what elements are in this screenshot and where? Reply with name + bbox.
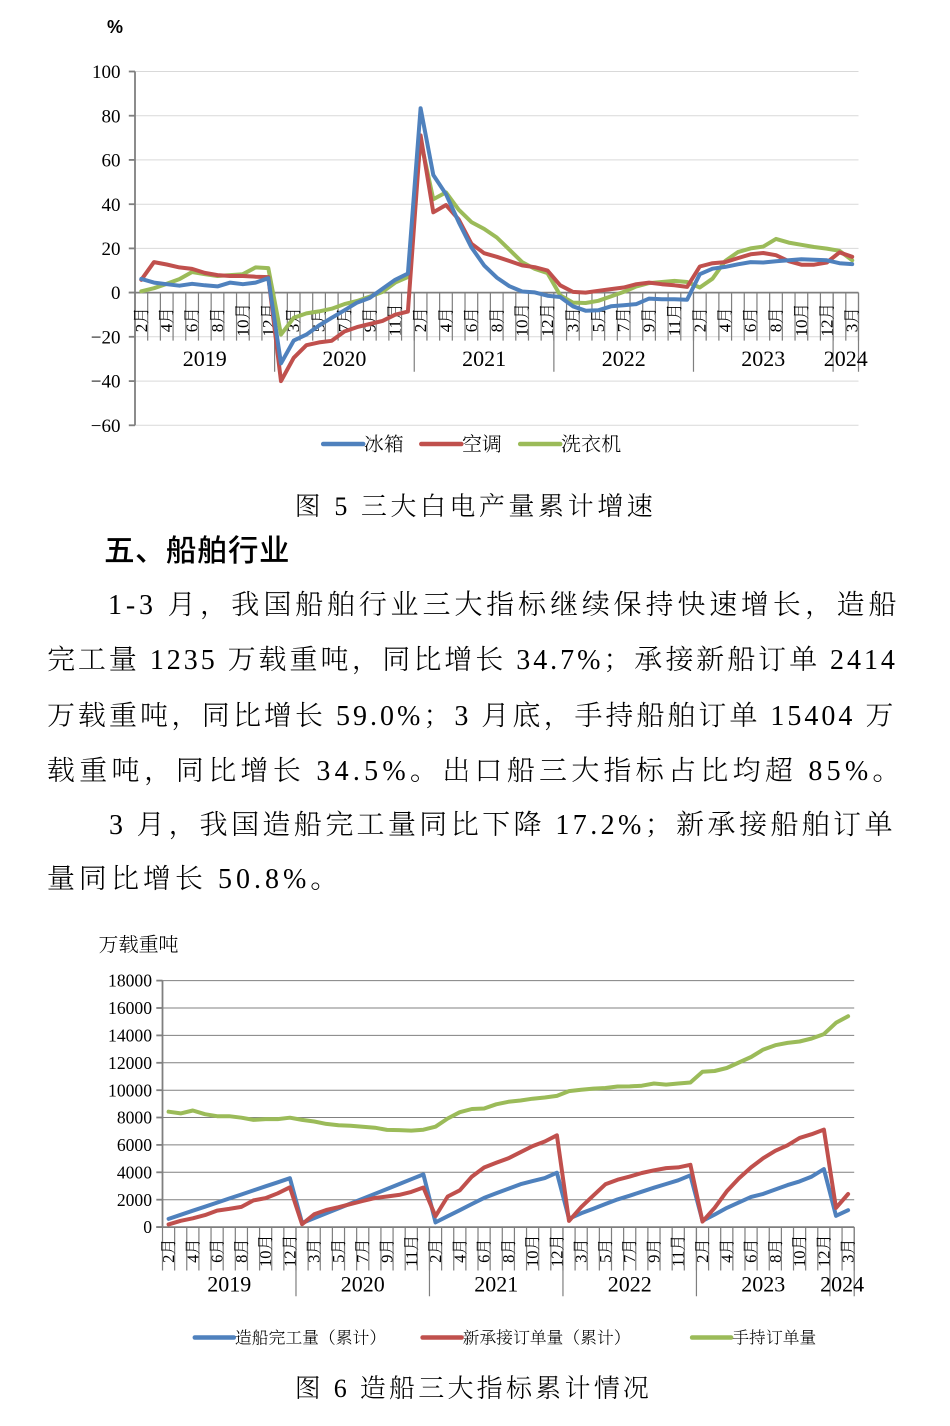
svg-text:6月: 6月: [741, 307, 760, 333]
svg-text:0: 0: [111, 283, 121, 304]
svg-text:8月: 8月: [232, 1238, 251, 1263]
svg-text:4000: 4000: [117, 1162, 152, 1182]
svg-text:14000: 14000: [108, 1026, 152, 1046]
svg-text:手持订单量: 手持订单量: [732, 1328, 816, 1347]
svg-text:3月: 3月: [843, 307, 862, 333]
svg-text:2023: 2023: [741, 1272, 785, 1297]
svg-text:2月: 2月: [690, 307, 709, 333]
svg-text:万载重吨: 万载重吨: [99, 935, 179, 957]
svg-text:10月: 10月: [233, 303, 252, 337]
svg-text:10月: 10月: [792, 303, 811, 337]
svg-text:2月: 2月: [159, 1238, 178, 1263]
svg-text:2023: 2023: [741, 346, 785, 371]
svg-text:9月: 9月: [645, 1238, 664, 1263]
svg-text:2022: 2022: [608, 1272, 652, 1297]
svg-text:洗衣机: 洗衣机: [561, 434, 621, 456]
svg-text:0: 0: [143, 1217, 152, 1237]
svg-text:7月: 7月: [353, 1238, 372, 1263]
svg-text:8000: 8000: [117, 1108, 152, 1128]
svg-text:7月: 7月: [614, 307, 633, 333]
svg-text:11月: 11月: [386, 303, 405, 336]
svg-text:4月: 4月: [717, 1238, 736, 1263]
svg-text:2月: 2月: [426, 1238, 445, 1263]
svg-text:12月: 12月: [814, 1234, 833, 1267]
svg-text:9月: 9月: [360, 307, 379, 333]
svg-text:2021: 2021: [474, 1272, 518, 1297]
svg-text:2020: 2020: [341, 1272, 385, 1297]
svg-text:4月: 4月: [183, 1238, 202, 1263]
svg-text:10月: 10月: [790, 1234, 809, 1267]
svg-text:2021: 2021: [462, 346, 506, 371]
svg-text:3月: 3月: [563, 307, 582, 333]
svg-text:8月: 8月: [487, 307, 506, 333]
svg-text:造船完工量（累计）: 造船完工量（累计）: [235, 1328, 386, 1347]
svg-text:−60: −60: [91, 416, 121, 437]
svg-text:%: %: [107, 17, 123, 37]
svg-text:8月: 8月: [767, 307, 786, 333]
svg-text:10000: 10000: [108, 1080, 152, 1100]
svg-text:6月: 6月: [183, 307, 202, 333]
svg-text:16000: 16000: [108, 998, 152, 1018]
svg-text:12月: 12月: [817, 303, 836, 337]
svg-text:10月: 10月: [513, 303, 532, 337]
svg-text:冰箱: 冰箱: [364, 434, 404, 456]
svg-text:8月: 8月: [499, 1238, 518, 1263]
svg-text:4月: 4月: [716, 307, 735, 333]
svg-text:11月: 11月: [665, 303, 684, 336]
svg-text:4月: 4月: [437, 307, 456, 333]
svg-text:60: 60: [102, 151, 121, 172]
svg-text:2月: 2月: [411, 307, 430, 333]
svg-text:9月: 9月: [378, 1238, 397, 1263]
svg-text:2024: 2024: [820, 1272, 864, 1297]
svg-text:9月: 9月: [640, 307, 659, 333]
svg-text:5月: 5月: [596, 1238, 615, 1263]
svg-text:8月: 8月: [766, 1238, 785, 1263]
svg-text:11月: 11月: [402, 1234, 421, 1266]
svg-text:12月: 12月: [280, 1234, 299, 1267]
svg-text:空调: 空调: [462, 433, 502, 456]
svg-text:6月: 6月: [462, 307, 481, 333]
svg-text:6月: 6月: [475, 1238, 494, 1263]
svg-text:2月: 2月: [693, 1238, 712, 1263]
svg-text:11月: 11月: [669, 1234, 688, 1266]
svg-text:6000: 6000: [117, 1135, 152, 1155]
svg-text:12月: 12月: [538, 303, 557, 337]
svg-text:3月: 3月: [572, 1238, 591, 1263]
svg-text:12月: 12月: [547, 1234, 566, 1267]
svg-text:6月: 6月: [742, 1238, 761, 1263]
svg-text:5月: 5月: [329, 1238, 348, 1263]
svg-text:18000: 18000: [108, 971, 152, 991]
svg-text:40: 40: [102, 195, 121, 216]
svg-text:20: 20: [102, 239, 121, 260]
svg-text:2019: 2019: [207, 1272, 251, 1297]
svg-text:4月: 4月: [157, 307, 176, 333]
svg-text:10月: 10月: [256, 1234, 275, 1267]
svg-text:3月: 3月: [839, 1238, 858, 1263]
svg-text:2000: 2000: [117, 1190, 152, 1210]
svg-text:4月: 4月: [450, 1238, 469, 1263]
svg-text:2020: 2020: [322, 346, 366, 371]
svg-text:8月: 8月: [208, 307, 227, 333]
svg-text:2019: 2019: [183, 346, 227, 371]
svg-text:100: 100: [92, 62, 121, 83]
svg-text:80: 80: [102, 106, 121, 127]
svg-text:12000: 12000: [108, 1053, 152, 1073]
svg-text:2月: 2月: [132, 307, 151, 333]
svg-text:2024: 2024: [824, 346, 868, 371]
svg-text:2022: 2022: [602, 346, 646, 371]
svg-text:3月: 3月: [305, 1238, 324, 1263]
svg-text:−20: −20: [91, 327, 121, 348]
svg-text:6月: 6月: [208, 1238, 227, 1263]
svg-text:10月: 10月: [523, 1234, 542, 1267]
svg-text:7月: 7月: [620, 1238, 639, 1263]
svg-text:−40: −40: [91, 372, 121, 393]
svg-text:新承接订单量（累计）: 新承接订单量（累计）: [463, 1328, 631, 1347]
svg-text:5月: 5月: [589, 307, 608, 333]
